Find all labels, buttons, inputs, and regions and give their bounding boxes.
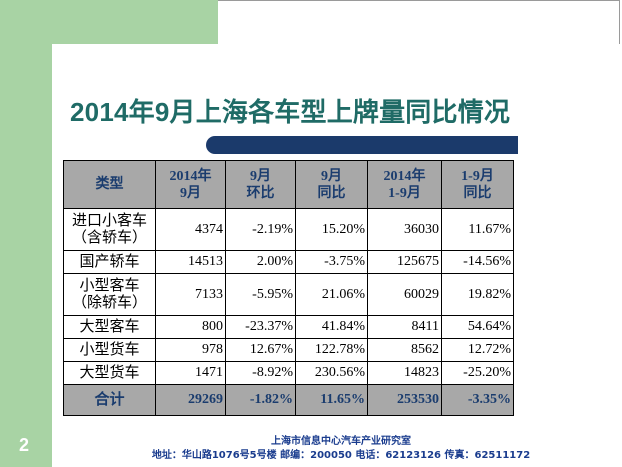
page-number: 2 bbox=[19, 435, 30, 455]
cell-ytd-yoy: 12.72% bbox=[441, 338, 514, 362]
cell-ytd: 8411 bbox=[367, 315, 442, 339]
cell-mom: -8.92% bbox=[225, 361, 296, 385]
cell-sept: 978 bbox=[155, 338, 226, 362]
cell-ytd: 60029 bbox=[367, 273, 442, 316]
slide-title: 2014年9月上海各车型上牌量同比情况 bbox=[70, 97, 511, 127]
cell-ytd: 14823 bbox=[367, 361, 442, 385]
cell-ytd-yoy: -14.56% bbox=[441, 250, 514, 274]
cell-mom: -2.19% bbox=[225, 208, 296, 251]
registration-table: 类型 2014年 9月 9月 环比 9月 同比 2014年 1-9月 1-9月 同比 进口… bbox=[63, 160, 514, 416]
footer-organization: 上海市信息中心汽车产业研究室 bbox=[271, 436, 411, 447]
cell-yoy: 15.20% bbox=[295, 208, 368, 251]
cell-sept: 4374 bbox=[155, 208, 226, 251]
table-row: 国产轿车 14513 2.00% -3.75% 125675 -14.56% bbox=[63, 250, 514, 274]
total-label: 合计 bbox=[63, 384, 156, 416]
total-sept: 29269 bbox=[155, 384, 226, 416]
total-mom: -1.82% bbox=[225, 384, 296, 416]
total-ytd: 253530 bbox=[367, 384, 442, 416]
table-row: 小型客车 （除轿车） 7133 -5.95% 21.06% 60029 19.82… bbox=[63, 273, 514, 316]
row-type: 大型货车 bbox=[63, 361, 156, 385]
table-total-row: 合计 29269 -1.82% 11.65% 253530 -3.35% bbox=[63, 384, 514, 416]
header-ytd: 2014年 1-9月 bbox=[367, 160, 442, 209]
header-yoy: 9月 同比 bbox=[295, 160, 368, 209]
title-underline-bar bbox=[218, 136, 518, 154]
cell-ytd-yoy: 54.64% bbox=[441, 315, 514, 339]
cell-mom: 2.00% bbox=[225, 250, 296, 274]
row-type: 国产轿车 bbox=[63, 250, 156, 274]
cell-yoy: 41.84% bbox=[295, 315, 368, 339]
header-sept: 2014年 9月 bbox=[155, 160, 226, 209]
cell-mom: -5.95% bbox=[225, 273, 296, 316]
cell-yoy: 230.56% bbox=[295, 361, 368, 385]
row-type: 进口小客车 （含轿车） bbox=[63, 208, 156, 251]
header-ytd-yoy: 1-9月 同比 bbox=[441, 160, 514, 209]
cell-sept: 14513 bbox=[155, 250, 226, 274]
total-yoy: 11.65% bbox=[295, 384, 368, 416]
row-type: 小型客车 （除轿车） bbox=[63, 273, 156, 316]
table-row: 大型货车 1471 -8.92% 230.56% 14823 -25.20% bbox=[63, 361, 514, 385]
cell-ytd-yoy: 11.67% bbox=[441, 208, 514, 251]
header-mom: 9月 环比 bbox=[225, 160, 296, 209]
table-row: 小型货车 978 12.67% 122.78% 8562 12.72% bbox=[63, 338, 514, 362]
cell-sept: 7133 bbox=[155, 273, 226, 316]
footer-contact: 地址：华山路1076号5号楼 邮编：200050 电话：62123126 传真：… bbox=[151, 450, 531, 461]
table-header-row: 类型 2014年 9月 9月 环比 9月 同比 2014年 1-9月 1-9月 同比 bbox=[63, 160, 514, 209]
table-row: 进口小客车 （含轿车） 4374 -2.19% 15.20% 36030 11.6… bbox=[63, 208, 514, 251]
cell-ytd: 8562 bbox=[367, 338, 442, 362]
cell-ytd: 36030 bbox=[367, 208, 442, 251]
row-type: 大型客车 bbox=[63, 315, 156, 339]
cell-sept: 800 bbox=[155, 315, 226, 339]
cell-yoy: -3.75% bbox=[295, 250, 368, 274]
cell-mom: 12.67% bbox=[225, 338, 296, 362]
cell-sept: 1471 bbox=[155, 361, 226, 385]
cell-yoy: 122.78% bbox=[295, 338, 368, 362]
cell-yoy: 21.06% bbox=[295, 273, 368, 316]
cell-mom: -23.37% bbox=[225, 315, 296, 339]
row-type: 小型货车 bbox=[63, 338, 156, 362]
table-row: 大型客车 800 -23.37% 41.84% 8411 54.64% bbox=[63, 315, 514, 339]
header-type: 类型 bbox=[63, 160, 156, 209]
cell-ytd-yoy: 19.82% bbox=[441, 273, 514, 316]
cell-ytd: 125675 bbox=[367, 250, 442, 274]
cell-ytd-yoy: -25.20% bbox=[441, 361, 514, 385]
total-ytd-yoy: -3.35% bbox=[441, 384, 514, 416]
